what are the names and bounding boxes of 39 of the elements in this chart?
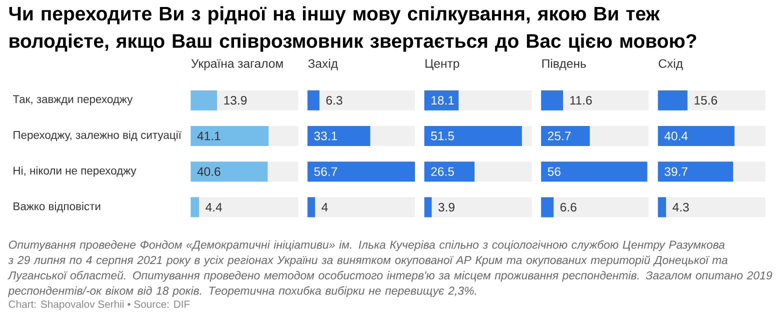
data-label: 4.4 xyxy=(206,202,222,212)
text: Чи переходите Ви з рідної на іншу мову спілкування, якою Ви теж володієте, якщо Ваш співрозмовник звертається до Вас цією мовою? xyxy=(9,6,696,52)
data-label: 25.7 xyxy=(548,132,571,140)
data-label: 56 xyxy=(548,167,560,176)
chart-title: Схід xyxy=(658,58,683,70)
bar xyxy=(308,197,316,218)
y-tick-label: Важко відповісти xyxy=(14,202,100,212)
chart-title: Центр xyxy=(426,59,460,70)
y-tick-label: Ні, ніколи не переходжу xyxy=(14,166,136,177)
text: Опитування проведене Фондом «Демократичні ініціативи» ім. Ілька Кучеріва спільно з соціологічною службою Центру Разумкова з 29 липня по 4 серпня 2021 року в усіх регіонах України за винятком окупованої АР Крим та окупованих територій Донецької та Луганської областей. Опитування проведено методом особистого інтерв'ю за місцем проживання респондентів. Загалом опитано 2019 респондентів/-ок віком від 18 років. Теоретична похибка вибірки не перевищує 2,3%. xyxy=(8,240,772,298)
data-label: 11.6 xyxy=(570,96,592,105)
data-label: 51.5 xyxy=(431,132,454,140)
data-label: 40.4 xyxy=(664,132,688,140)
data-label: 6.6 xyxy=(560,202,576,212)
bar xyxy=(190,197,200,218)
data-label: 15.6 xyxy=(694,96,718,105)
data-label: 40.6 xyxy=(197,167,220,176)
bar xyxy=(541,197,554,218)
y-tick-label: Переходжу, залежно від ситуації xyxy=(14,130,182,142)
data-label: 4 xyxy=(322,202,328,212)
data-label: 33.1 xyxy=(314,132,338,140)
data-label: 13.9 xyxy=(224,96,247,105)
chart-title: Захід xyxy=(308,58,338,70)
data-label: 41.1 xyxy=(197,132,220,140)
bar xyxy=(541,90,564,110)
data-label: 3.9 xyxy=(438,202,454,212)
text: Chart: Shapovalov Serhii • Source: DIF xyxy=(8,300,190,310)
data-label: 39.7 xyxy=(664,167,688,176)
chart-title: Україна загалом xyxy=(191,59,283,70)
data-label: 56.7 xyxy=(314,167,338,176)
y-tick-label: Так, завжди переходжу xyxy=(12,95,133,106)
chart-title: Південь xyxy=(542,58,586,70)
bar xyxy=(658,197,666,218)
data-label: 26.5 xyxy=(431,167,454,176)
data-label: 4.3 xyxy=(672,202,689,212)
bar xyxy=(308,90,320,110)
data-label: 18.1 xyxy=(432,96,454,105)
bar xyxy=(424,197,432,218)
data-label: 6.3 xyxy=(326,96,342,105)
